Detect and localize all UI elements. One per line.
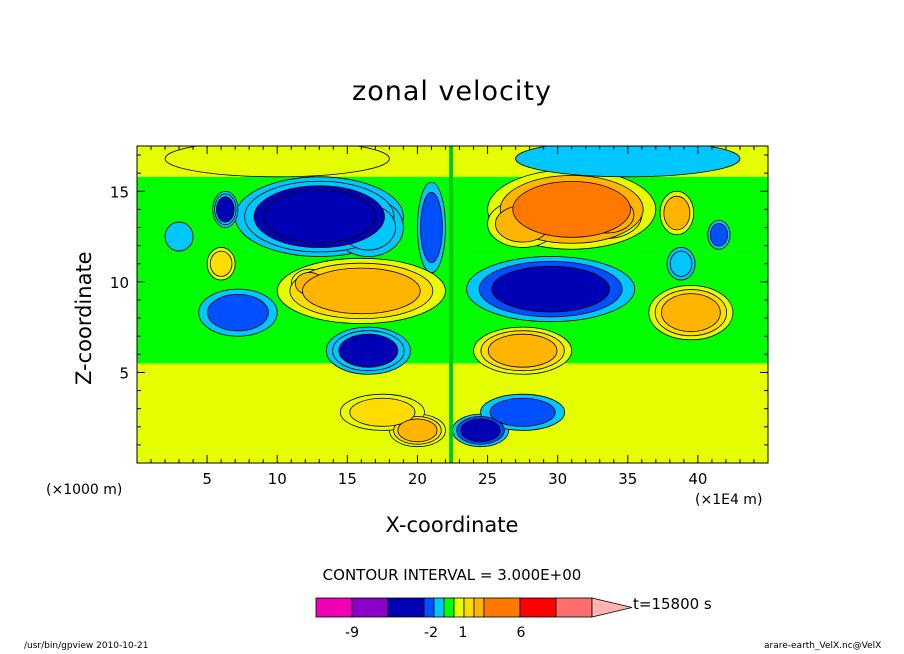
contour-region <box>338 333 399 368</box>
contour-region <box>489 397 556 427</box>
plot-frame <box>136 145 769 464</box>
colorbar-label: 1 <box>459 625 468 641</box>
x-tick-label: 20 <box>408 470 427 488</box>
x-tick-label: 5 <box>202 470 212 488</box>
contour-region <box>302 267 421 315</box>
contour-region <box>420 192 443 264</box>
colorbar-cell <box>351 597 389 618</box>
time-label: t=15800 s <box>633 595 712 613</box>
contour-region <box>491 265 610 313</box>
colorbar-cell <box>315 597 353 618</box>
y-tick-label: 5 <box>119 364 129 382</box>
colorbar: -9 -2 1 6 <box>315 597 633 641</box>
chart-title: zonal velocity <box>352 76 552 107</box>
colorbar-label: -9 <box>345 625 359 641</box>
contour-fill-layer <box>137 146 768 463</box>
colorbar-label: -2 <box>424 625 438 641</box>
colorbar-cell <box>519 597 557 618</box>
contour-region <box>669 250 693 277</box>
colorbar-cell <box>453 597 465 618</box>
colorbar-cell <box>555 597 593 618</box>
contour-region <box>164 146 390 178</box>
x-tick-label: 15 <box>338 470 357 488</box>
y-tick-label: 10 <box>110 274 129 292</box>
colorbar-cell <box>483 597 521 618</box>
contour-region <box>661 293 721 333</box>
x-tick-label: 40 <box>688 470 707 488</box>
contour-region <box>709 223 729 247</box>
colorbar-cell <box>433 597 445 618</box>
x-tick-label: 30 <box>548 470 567 488</box>
x-tick-label: 25 <box>478 470 497 488</box>
colorbar-cell <box>387 597 425 618</box>
colorbar-cell <box>463 597 475 618</box>
contour-region <box>207 294 269 332</box>
colorbar-cell <box>423 597 435 618</box>
x-tick-label: 10 <box>268 470 287 488</box>
footer-file-label: arare-earth_VelX.nc@VelX <box>764 641 882 651</box>
colorbar-cell <box>443 597 455 618</box>
contour-region <box>663 195 691 231</box>
contour-region <box>349 397 416 427</box>
colorbar-arrow <box>591 597 633 618</box>
y-unit-label: (×1000 m) <box>46 482 123 498</box>
contour-region <box>164 221 194 252</box>
contour-region <box>216 196 235 223</box>
contour-region <box>460 418 501 443</box>
contour-interval-label: CONTOUR INTERVAL = 3.000E+00 <box>322 566 582 584</box>
contour-region <box>209 250 233 277</box>
contour-region <box>263 189 376 244</box>
contour-region <box>515 146 741 178</box>
contour-region <box>397 418 438 443</box>
contour-region <box>512 181 631 238</box>
contour-region <box>487 333 558 368</box>
x-tick-label: 35 <box>618 470 637 488</box>
x-unit-label: (×1E4 m) <box>695 492 763 508</box>
x-axis-label: X-coordinate <box>385 513 519 537</box>
footer-program-label: /usr/bin/gpview 2010-10-21 <box>24 641 149 651</box>
y-tick-label: 15 <box>110 183 129 201</box>
axis-layer: 5 10 15 20 25 30 35 40 5 10 15 <box>110 146 768 488</box>
colorbar-cell <box>473 597 485 618</box>
colorbar-label: 6 <box>517 625 526 641</box>
